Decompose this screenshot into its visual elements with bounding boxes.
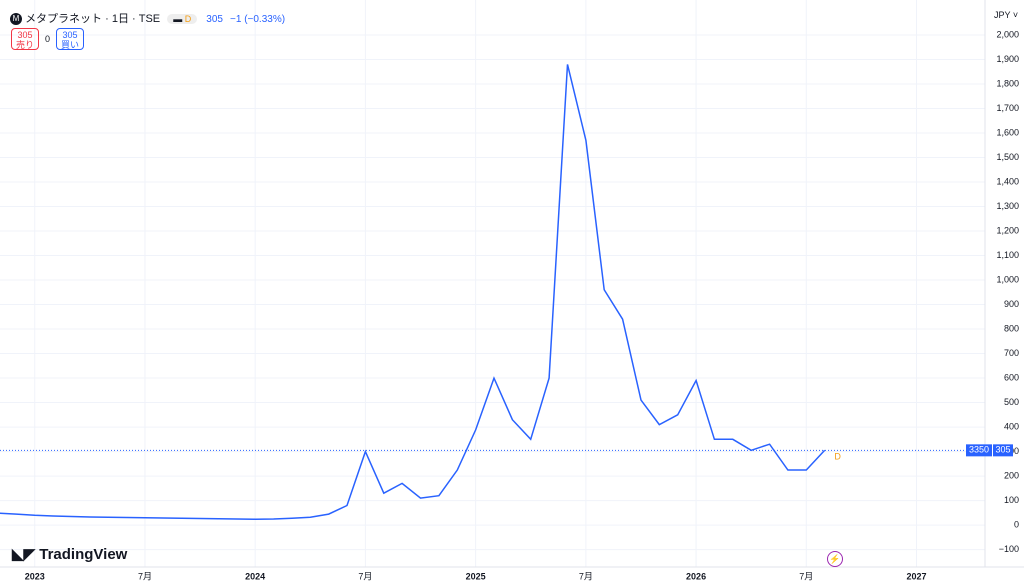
price-line: [0, 64, 826, 520]
event-icon[interactable]: ⚡: [827, 551, 843, 567]
change: −1 (−0.33%): [230, 14, 286, 25]
y-tick-label: 0: [1014, 519, 1019, 529]
sell-button[interactable]: 305 売り: [11, 28, 39, 50]
spread: 0: [45, 34, 51, 44]
x-tick-label: 2024: [245, 571, 265, 581]
buy-price: 305: [62, 30, 78, 40]
brand-mark: ◣◤: [12, 546, 40, 563]
y-tick-label: 1,300: [996, 201, 1019, 211]
y-tick-label: 1,700: [996, 103, 1019, 113]
x-tick-label: 2027: [907, 571, 927, 581]
x-tick-label: 7月: [799, 571, 813, 581]
x-tick-label: 2026: [686, 571, 706, 581]
y-tick-label: 100: [1004, 495, 1019, 505]
y-tick-label: −100: [999, 544, 1019, 554]
symbol[interactable]: メタプラネット · 1日 · TSE: [25, 13, 161, 25]
last-marker: D: [834, 452, 841, 462]
x-tick-label: 7月: [358, 571, 372, 581]
countdown-box: [966, 444, 992, 457]
y-tick-label: 1,800: [996, 78, 1019, 88]
logo: M: [10, 13, 22, 26]
brand-text: TradingView: [39, 546, 128, 563]
y-tick-label: 1,500: [996, 152, 1019, 162]
y-tick-label: 700: [1004, 348, 1019, 358]
buy-button[interactable]: 305 買い: [56, 28, 84, 50]
y-tick-label: 600: [1004, 372, 1019, 382]
x-tick-label: 7月: [138, 571, 152, 581]
y-tick-label: 2,000: [996, 29, 1019, 39]
y-tick-label: 200: [1004, 470, 1019, 480]
price: 305: [206, 14, 223, 25]
currency[interactable]: JPY ˅: [994, 10, 1019, 20]
buy-label: 買い: [60, 40, 79, 50]
brand: ◣◤ TradingView: [12, 545, 127, 563]
x-tick-label: 7月: [579, 571, 593, 581]
flag-pill: ▬ D: [167, 14, 198, 24]
y-tick-label: 800: [1004, 323, 1019, 333]
y-tick-label: 900: [1004, 299, 1019, 309]
price-label: 305: [995, 445, 1010, 455]
y-tick-label: 1,400: [996, 176, 1019, 186]
currency-label: JPY: [994, 10, 1011, 20]
countdown: 3350: [969, 445, 989, 455]
y-tick-label: 1,100: [996, 250, 1019, 260]
y-tick-label: 500: [1004, 397, 1019, 407]
y-tick-label: 1,600: [996, 127, 1019, 137]
y-tick-label: 1,900: [996, 54, 1019, 64]
y-tick-label: 400: [1004, 421, 1019, 431]
sell-label: 売り: [15, 40, 34, 50]
flag: D: [184, 14, 192, 24]
y-tick-label: 1,000: [996, 274, 1019, 284]
sell-price: 305: [17, 30, 33, 40]
price-box: [993, 444, 1013, 457]
x-tick-label: 2025: [466, 571, 486, 581]
y-tick-label: 1,200: [996, 225, 1019, 235]
x-tick-label: 2023: [25, 571, 45, 581]
symbol-row: M メタプラネット · 1日 · TSE ▬ D 305 −1 (−0.33%): [10, 10, 285, 26]
